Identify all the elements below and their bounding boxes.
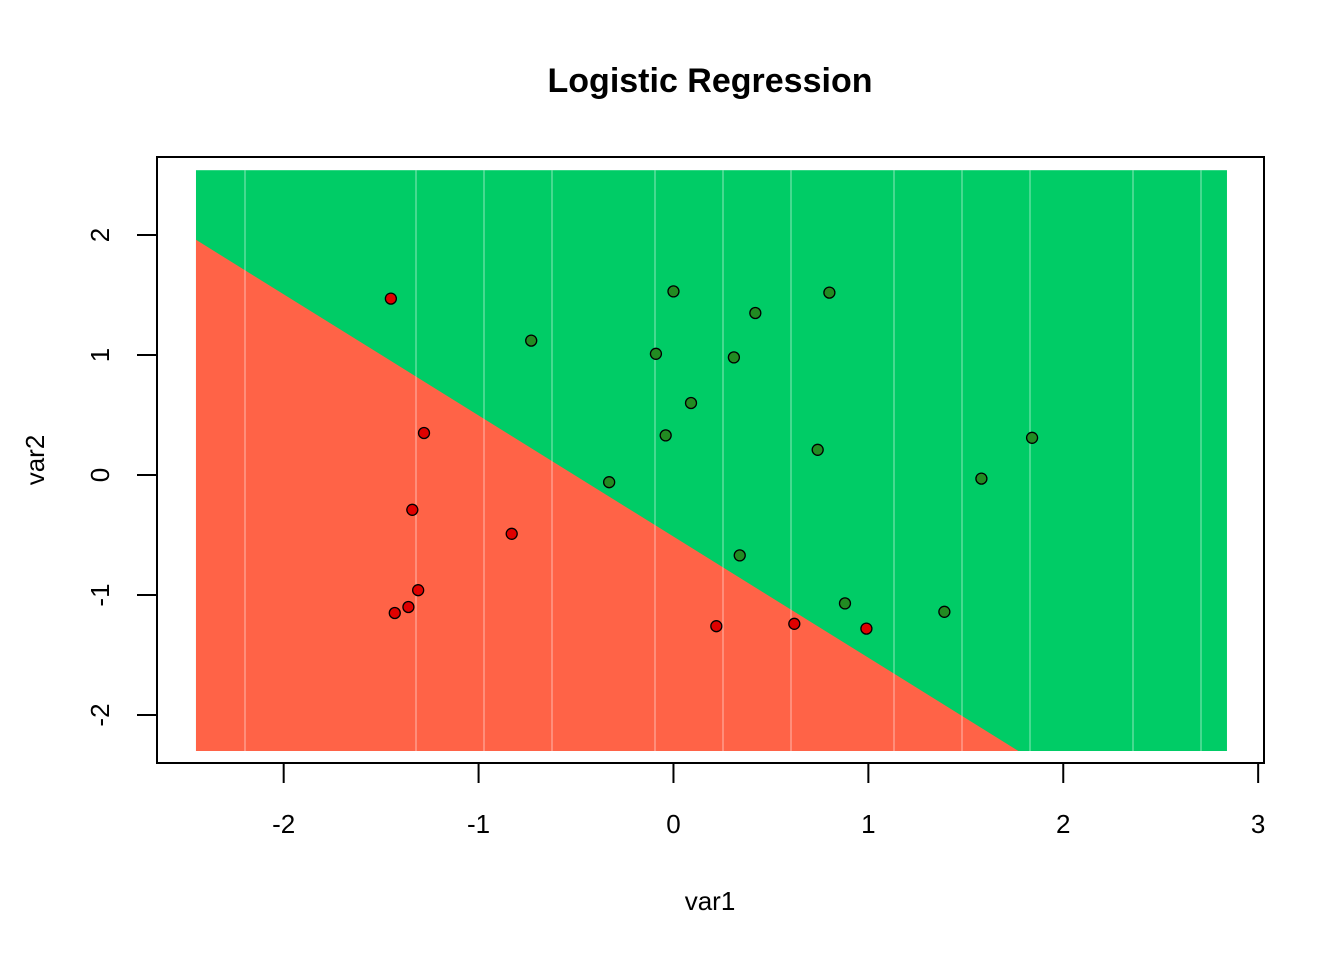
- point-green: [938, 605, 951, 618]
- point-green: [659, 429, 672, 442]
- region-stripes: [244, 170, 1202, 751]
- point-green: [749, 306, 762, 320]
- region-red: [195, 239, 1019, 752]
- y-tick-label: 1: [85, 348, 115, 362]
- point-red: [388, 606, 401, 620]
- decision-regions: [195, 170, 1227, 752]
- point-green: [975, 472, 988, 485]
- point-green: [525, 334, 538, 347]
- point-red: [710, 620, 723, 633]
- point-green: [603, 476, 616, 489]
- point-green: [649, 347, 663, 360]
- y-tick-label: 2: [85, 228, 115, 242]
- x-tick-label: -1: [467, 809, 490, 839]
- x-tick-label: 3: [1251, 809, 1265, 839]
- point-red: [412, 584, 425, 597]
- data-points: [384, 285, 1039, 635]
- x-tick-label: 2: [1056, 809, 1070, 839]
- x-axis-label: var1: [685, 886, 736, 916]
- x-tick-label: 1: [861, 809, 875, 839]
- point-red: [402, 600, 415, 614]
- point-green: [823, 286, 836, 299]
- point-red: [505, 527, 518, 540]
- point-red: [384, 292, 398, 305]
- point-green: [838, 597, 852, 610]
- x-tick-label: -2: [272, 809, 295, 839]
- y-axis: -2 -1 0 1 2: [85, 228, 158, 727]
- y-tick-label: 0: [85, 468, 115, 482]
- point-green: [733, 549, 746, 562]
- y-tick-label: -2: [85, 703, 115, 726]
- point-red: [788, 617, 801, 630]
- y-axis-label: var2: [20, 435, 50, 486]
- point-green: [1025, 431, 1039, 444]
- point-red: [860, 622, 873, 635]
- point-red: [417, 426, 431, 440]
- point-red: [406, 503, 419, 516]
- x-axis: -2 -1 0 1 2 3: [272, 762, 1265, 839]
- point-green: [667, 285, 680, 298]
- chart-title: Logistic Regression: [548, 62, 873, 100]
- point-green: [684, 396, 698, 410]
- point-green: [811, 443, 824, 456]
- y-tick-label: -1: [85, 583, 115, 606]
- point-green: [727, 351, 741, 364]
- x-tick-label: 0: [666, 809, 680, 839]
